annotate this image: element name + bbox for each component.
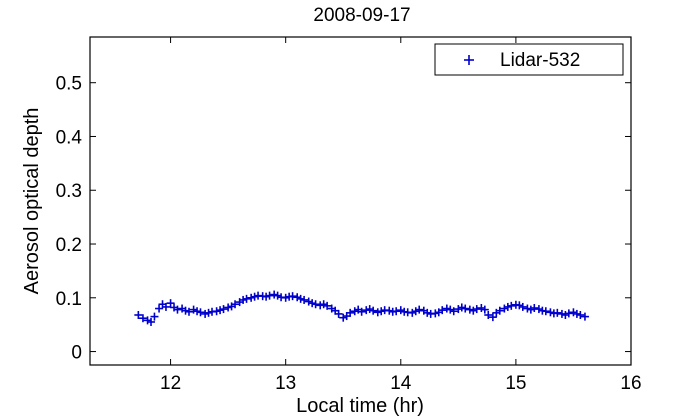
data-point (184, 307, 193, 316)
data-point (196, 308, 205, 317)
data-point (288, 292, 297, 301)
x-axis-label: Local time (hr) (296, 395, 424, 417)
data-point (155, 304, 164, 313)
data-point (472, 305, 481, 314)
data-point (392, 307, 401, 316)
data-point (134, 310, 143, 319)
y-axis-label: Aerosol optical depth (21, 108, 43, 295)
x-tick-label: 15 (505, 373, 526, 394)
data-point (518, 302, 527, 311)
data-point (507, 301, 516, 310)
y-tick-label: 0 (71, 343, 82, 364)
data-point (265, 291, 274, 300)
legend: Lidar-532 (434, 43, 624, 76)
data-point (438, 306, 447, 315)
data-point (480, 305, 489, 314)
data-point (488, 313, 497, 322)
data-point (346, 308, 355, 317)
x-tick-label: 13 (275, 373, 296, 394)
axis-tick-labels: 12 13 14 15 16 0 0.1 0.2 0.3 0.4 0.5 (56, 74, 642, 394)
y-tick-label: 0.1 (56, 289, 82, 310)
data-point (300, 295, 309, 304)
x-tick-label: 16 (620, 373, 641, 394)
chart-title: 2008-09-17 (313, 5, 410, 26)
data-point (580, 312, 589, 321)
x-tick-label: 14 (390, 373, 412, 394)
data-point (242, 294, 251, 303)
y-tick-label: 0.5 (56, 74, 82, 95)
data-point (323, 301, 332, 310)
data-point (138, 314, 147, 323)
data-point (530, 304, 539, 313)
data-point (564, 309, 573, 318)
data-point (553, 308, 562, 317)
data-point (161, 302, 170, 311)
legend-plus-marker (464, 55, 474, 65)
legend-marker (464, 55, 474, 65)
axis-ticks (90, 37, 632, 365)
data-series-lidar-532 (134, 290, 589, 326)
data-point (147, 317, 156, 326)
y-tick-label: 0.3 (56, 181, 82, 202)
data-point (495, 306, 504, 315)
data-point (150, 312, 159, 321)
data-point (369, 306, 378, 315)
data-point (231, 300, 240, 309)
data-point (219, 305, 228, 314)
data-point (334, 309, 343, 318)
data-point (541, 307, 550, 316)
data-point (166, 299, 175, 308)
data-point (311, 300, 320, 309)
y-tick-label: 0.2 (56, 235, 82, 256)
y-tick-label: 0.4 (56, 127, 83, 148)
x-tick-label: 12 (160, 373, 181, 394)
data-point (484, 310, 493, 319)
data-point (415, 305, 424, 314)
data-point (357, 307, 366, 316)
data-point (173, 305, 182, 314)
data-point (461, 304, 470, 313)
data-point (449, 307, 458, 316)
legend-label: Lidar-532 (500, 50, 580, 71)
data-point (576, 310, 585, 319)
